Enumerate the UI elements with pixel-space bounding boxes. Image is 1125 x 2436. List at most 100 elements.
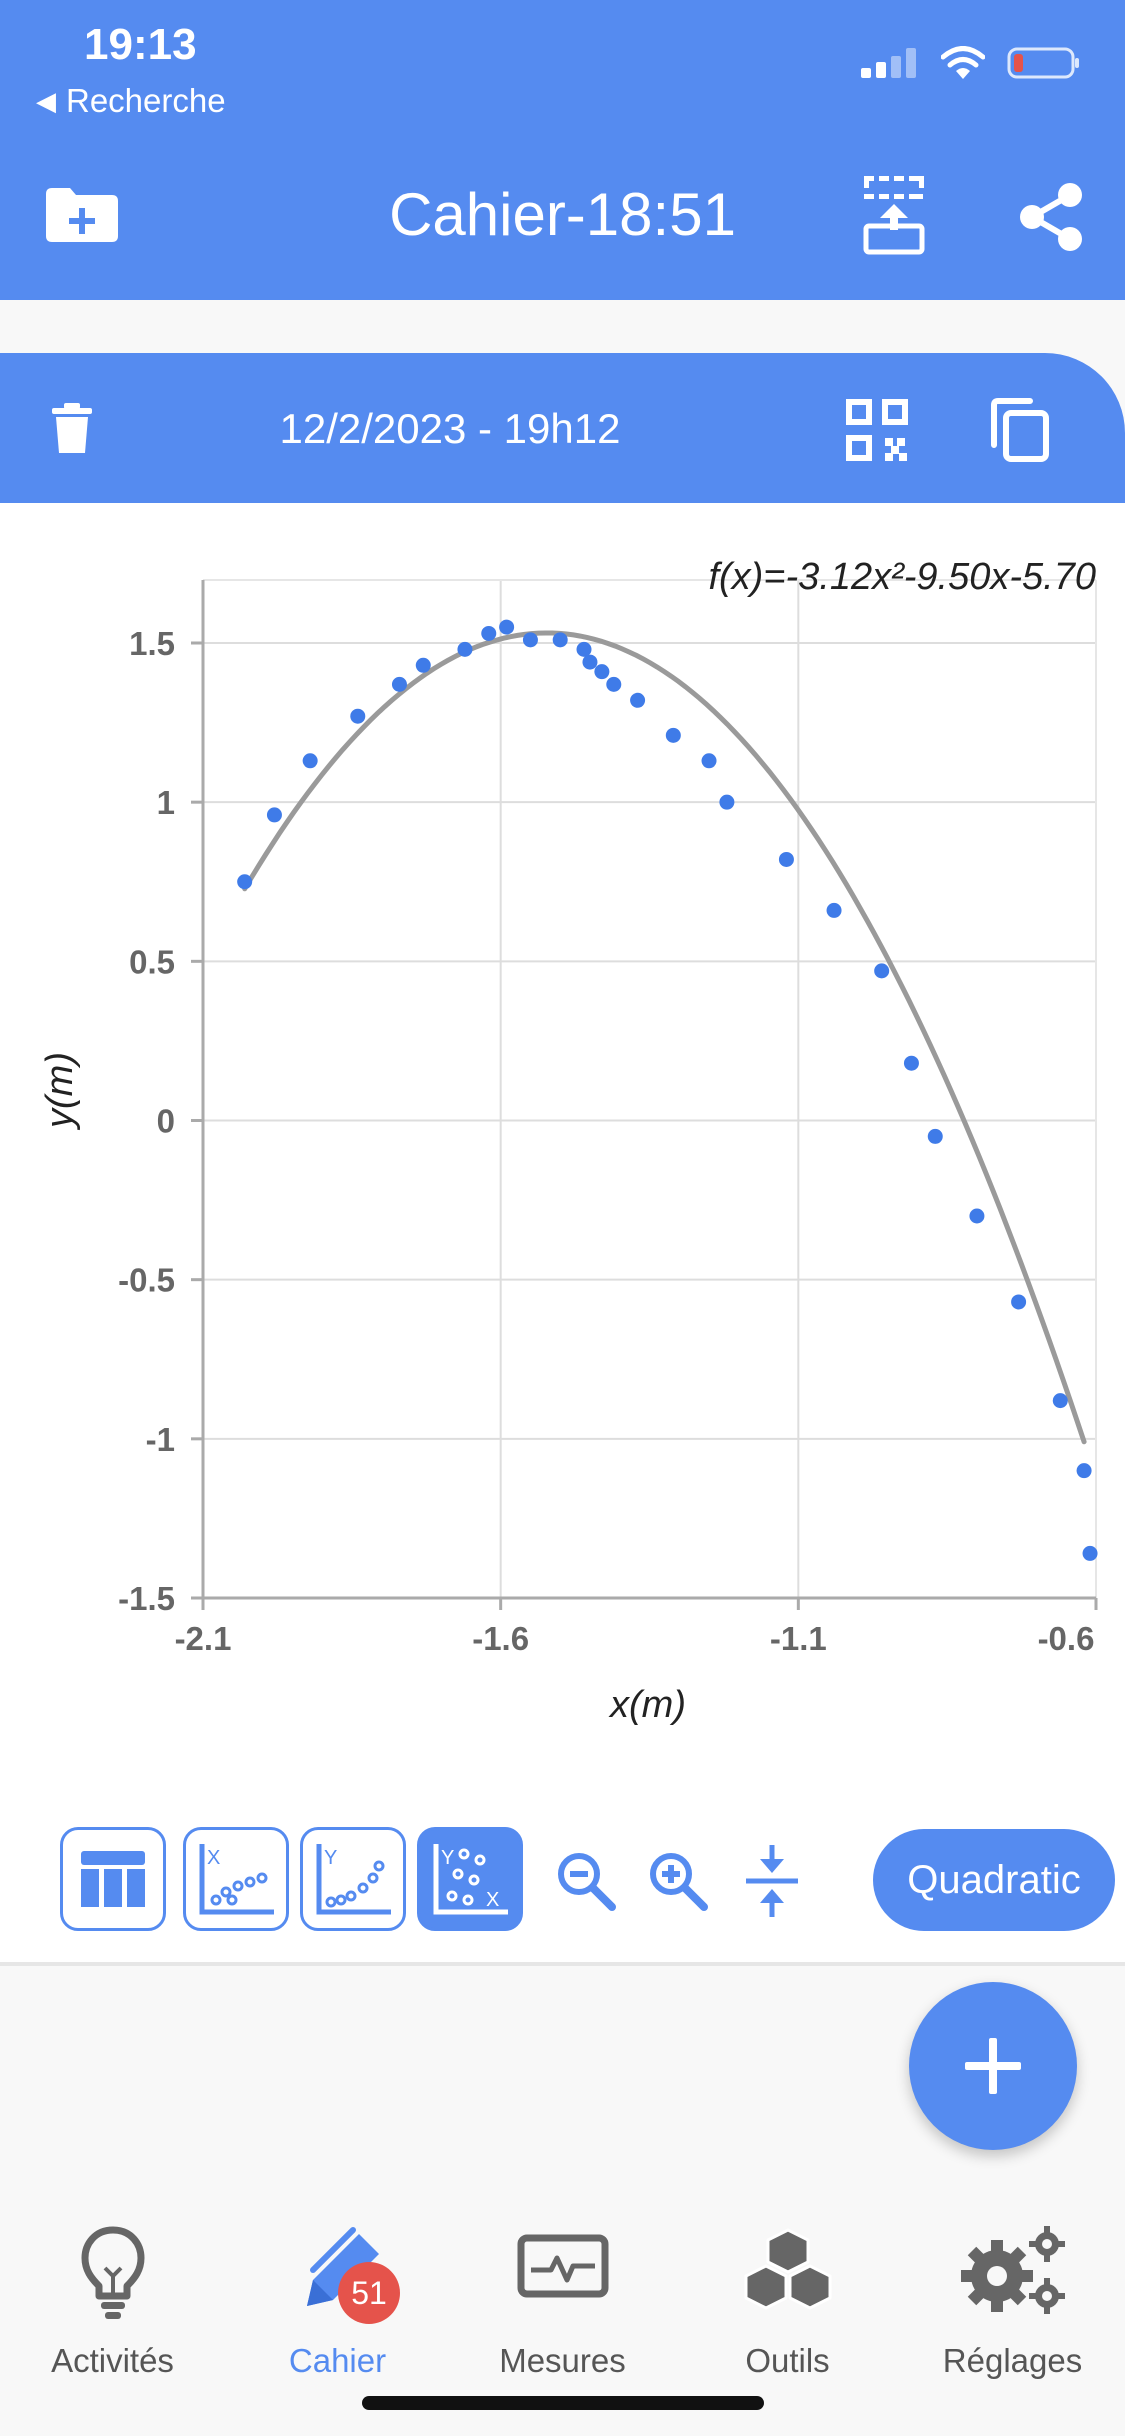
delete-entry-button[interactable] — [52, 403, 92, 458]
x-tick-label: -2.1 — [175, 1620, 232, 1657]
lightbulb-icon — [81, 2226, 144, 2319]
svg-text:Y: Y — [441, 1847, 454, 1869]
x-tick-label: -1.1 — [770, 1620, 827, 1657]
pencil-icon — [306, 2227, 379, 2306]
svg-text:X: X — [207, 1847, 220, 1869]
data-point — [1082, 1545, 1098, 1561]
data-point — [522, 632, 538, 648]
data-point — [778, 851, 794, 867]
nav-label-reglages: Réglages — [942, 2342, 1083, 2379]
y-tick-label: 1 — [157, 784, 175, 821]
nav-outils[interactable]: Outils — [675, 2224, 900, 2380]
back-label: Recherche — [66, 82, 226, 119]
top-bar: 19:13 ◀ Recherche Cahier-18:51 — [0, 0, 1125, 300]
data-point — [969, 1208, 985, 1224]
data-point — [576, 641, 592, 657]
x-plot-button[interactable]: X — [183, 1827, 289, 1931]
nav-label-activites: Activités — [51, 2342, 174, 2379]
data-point — [481, 625, 497, 641]
data-point — [391, 676, 407, 692]
nav-label-cahier: Cahier — [288, 2342, 387, 2379]
data-point — [630, 692, 646, 708]
zoom-out-icon — [558, 1853, 616, 1911]
data-points — [237, 619, 1098, 1561]
entry-date: 12/2/2023 - 19h12 — [279, 405, 621, 452]
y-tick-label: -1 — [146, 1421, 175, 1458]
data-point — [665, 727, 681, 743]
folder-add-icon — [46, 188, 118, 242]
y-plot-button[interactable]: Y — [300, 1827, 406, 1931]
entry-header: 12/2/2023 - 19h12 — [0, 353, 1125, 503]
chart-grid — [202, 579, 1097, 1599]
monitor-wave-icon — [517, 2234, 608, 2298]
data-point — [701, 753, 717, 769]
zoom-out-button[interactable] — [556, 1851, 616, 1916]
svg-text:Y: Y — [324, 1847, 337, 1869]
y-tick-label: 0.5 — [129, 943, 175, 980]
data-point — [415, 657, 431, 673]
zoom-in-icon — [650, 1853, 708, 1911]
trash-icon — [52, 403, 92, 453]
data-point — [266, 807, 282, 823]
data-point — [499, 619, 515, 635]
back-link[interactable]: ◀ Recherche — [36, 82, 226, 120]
nav-mesures[interactable]: Mesures — [450, 2224, 675, 2380]
data-point — [594, 664, 610, 680]
fit-vertical-icon — [746, 1845, 798, 1917]
folder-add-button[interactable] — [46, 188, 118, 247]
notebook-count-badge: 51 — [338, 2262, 400, 2324]
nav-label-outils: Outils — [745, 2342, 830, 2379]
upload-button[interactable] — [862, 174, 926, 261]
gears-icon — [960, 2226, 1065, 2314]
chart-axes — [191, 580, 1098, 1610]
data-point — [457, 641, 473, 657]
battery-low-icon — [1007, 47, 1079, 79]
back-triangle-icon: ◀ — [36, 85, 56, 116]
home-indicator — [362, 2396, 764, 2410]
share-icon — [1020, 183, 1082, 251]
data-point — [1011, 1294, 1027, 1310]
xy-plot-button[interactable]: Y X — [417, 1827, 523, 1931]
nav-label-mesures: Mesures — [499, 2342, 626, 2379]
y-axis-label: y(m) — [39, 1052, 81, 1131]
data-point — [874, 963, 890, 979]
x-tick-label: -0.6 — [1038, 1620, 1095, 1657]
data-point — [826, 902, 842, 918]
scatter-chart[interactable]: -2.1 -1.6 -1.1 -0.6 1.5 1 0.5 0 -0.5 -1 -1.5 f(x)=… — [0, 503, 1125, 1823]
status-icons — [861, 46, 1081, 80]
tick-labels: -2.1 -1.6 -1.1 -0.6 1.5 1 0.5 0 -0.5 -1 -1.5 — [118, 625, 1094, 1657]
fit-curve — [242, 630, 1087, 1445]
table-icon — [81, 1851, 145, 1907]
cellular-signal-icon — [861, 48, 916, 78]
fit-equation: f(x)=-3.12x²-9.50x-5.70 — [708, 556, 1096, 598]
chart-toolbar: X Y Y X — [0, 1825, 1125, 1935]
qr-code-button[interactable] — [846, 399, 908, 466]
plus-icon — [965, 2038, 1021, 2094]
fit-model-button[interactable]: Quadratic — [873, 1829, 1115, 1931]
data-point — [302, 753, 318, 769]
nav-cahier[interactable]: Cahier — [225, 2224, 450, 2380]
add-entry-button[interactable] — [909, 1982, 1077, 2150]
nav-activites[interactable]: Activités — [0, 2224, 225, 2380]
data-point — [582, 654, 598, 670]
copy-button[interactable] — [990, 397, 1050, 468]
x-tick-label: -1.6 — [472, 1620, 529, 1657]
nav-reglages[interactable]: Réglages — [900, 2224, 1125, 2380]
toolbar-divider — [0, 1962, 1125, 1966]
data-point — [927, 1128, 943, 1144]
chart-card[interactable]: -2.1 -1.6 -1.1 -0.6 1.5 1 0.5 0 -0.5 -1 -1.5 f(x)=… — [0, 503, 1125, 1963]
x-axis-label: x(m) — [608, 1684, 686, 1726]
share-button[interactable] — [1018, 182, 1084, 257]
table-view-button[interactable] — [60, 1827, 166, 1931]
y-tick-label: -1.5 — [118, 1580, 175, 1617]
fit-vertical-button[interactable] — [744, 1845, 800, 1922]
y-tick-label: 0 — [157, 1103, 175, 1140]
zoom-in-button[interactable] — [648, 1851, 708, 1916]
data-point — [552, 632, 568, 648]
data-point — [350, 708, 366, 724]
cubes-icon — [744, 2228, 831, 2310]
status-time: 19:13 — [84, 20, 197, 69]
data-point — [237, 874, 253, 890]
data-point — [719, 794, 735, 810]
data-point — [1052, 1393, 1068, 1409]
